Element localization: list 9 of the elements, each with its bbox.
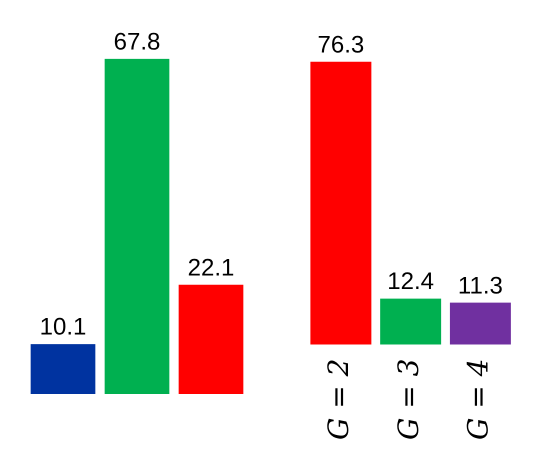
x-tick-label: G = 3	[392, 358, 425, 440]
x-tick-label: G = 4	[462, 358, 495, 440]
data-label: 22.1	[188, 254, 234, 282]
data-label: 10.1	[40, 314, 86, 341]
data-label: 76.3	[318, 31, 364, 58]
data-label: 12.4	[387, 268, 434, 296]
data-label: 11.3	[458, 272, 503, 300]
x-tick-label: G = 2	[322, 358, 356, 440]
data-label: 67.8	[114, 28, 160, 56]
